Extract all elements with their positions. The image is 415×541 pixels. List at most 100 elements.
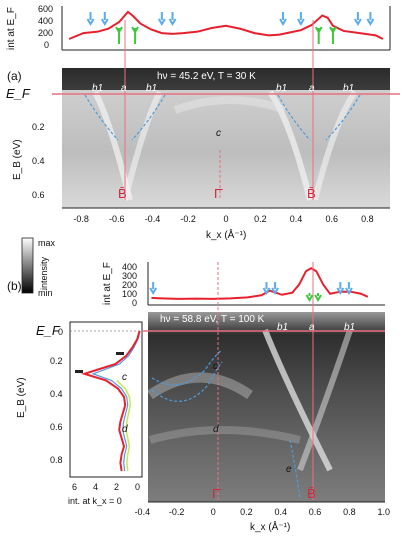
edc-fit	[116, 379, 131, 472]
edc-xtick: 0	[135, 482, 140, 492]
mdc-a-curve	[68, 10, 384, 40]
mdc-arrow	[115, 26, 123, 44]
xtick-b: 0.2	[240, 507, 253, 517]
xtick-a: 0.6	[325, 214, 338, 224]
band-label: b1	[146, 83, 157, 94]
ytick-b: 0.4	[50, 389, 63, 399]
colorbar	[21, 237, 34, 294]
mdc-arrow	[314, 293, 322, 302]
xtick-a: -0.4	[145, 214, 161, 224]
xticks-b: -0.4 -0.2 0 0.2 0.4 0.6 0.8 1.0	[135, 507, 390, 517]
point-label: B̄	[307, 486, 316, 501]
xtick-b: 0.4	[274, 507, 287, 517]
mdc-arrow	[271, 282, 279, 295]
xtick-b: -0.4	[135, 507, 151, 517]
mdc-arrow	[314, 26, 323, 44]
colorbar-min: min	[38, 288, 53, 298]
point-label: Γ̄	[212, 486, 221, 501]
mdc-arrow	[305, 293, 314, 302]
xtick-b: 0.8	[343, 507, 356, 517]
mdc-a-ytick: 0	[44, 40, 49, 50]
ytick-b: 0.8	[50, 455, 63, 465]
ef-label-a: E_F	[6, 86, 31, 101]
mdc-arrow	[131, 26, 139, 44]
ytick-b: 0.6	[50, 422, 63, 432]
mdc-b-ytick: 400	[122, 262, 137, 272]
mdc-arrow	[345, 282, 353, 295]
mdc-a-ytick: 600	[38, 4, 53, 14]
mdc-b-ytick: 0	[132, 298, 137, 308]
edc-xtick: 2	[114, 482, 119, 492]
panel-a-mdc: 600 400 200 0 int at E_F	[6, 4, 391, 51]
mdc-b-arrows	[149, 282, 353, 302]
xlabel-b: k_x (Å⁻¹)	[250, 520, 290, 533]
point-label: B̄	[118, 186, 127, 201]
mdc-b-ytick: 200	[122, 280, 137, 290]
point-label: B̄	[307, 186, 316, 201]
mdc-arrow	[297, 12, 305, 26]
mdc-arrow	[157, 12, 166, 26]
xtick-a: -0.2	[180, 214, 196, 224]
colorbar-max: max	[38, 238, 56, 248]
xtick-a: 0.2	[254, 214, 267, 224]
mdc-a-ylabel: int at E_F	[6, 7, 17, 50]
band-label: e	[286, 464, 292, 475]
mdc-arrow	[86, 12, 95, 26]
xtick-a: -0.6	[109, 214, 125, 224]
mdc-arrow	[100, 12, 109, 26]
band-label: b1	[277, 322, 288, 333]
mdc-a-ytick: 400	[38, 16, 53, 26]
edc-band-label: d	[122, 424, 128, 435]
edc-curve	[81, 330, 141, 472]
edc-xtick: 6	[72, 482, 77, 492]
xtick-b: -0.2	[169, 507, 185, 517]
xtick-b: 0.6	[309, 507, 322, 517]
edc-fit	[91, 330, 141, 472]
band-label: d	[213, 424, 219, 435]
panel-b-edc: c d E_F 0 0.2 0.4 0.6 0.8 E_B (eV) 6 4 2…	[16, 321, 143, 506]
edc-band-label: c	[122, 372, 127, 383]
mdc-arrow	[366, 12, 375, 26]
point-label: Γ̄	[214, 186, 223, 201]
xtick-a: -0.8	[73, 214, 89, 224]
panel-b-label: (b)	[7, 279, 22, 293]
band-label: b1	[344, 322, 355, 333]
band-label: c	[213, 361, 218, 372]
edc-xlabel: int. at k_x = 0	[68, 496, 122, 506]
panel-b-image: hν = 58.8 eV, T = 100 K b1 a b1 c d e Γ̄…	[143, 262, 385, 502]
mdc-arrow	[168, 12, 177, 26]
colorbar-label: intensity	[39, 256, 49, 290]
mdc-b-ytick: 300	[122, 271, 137, 281]
band-label: b1	[92, 83, 103, 94]
mdc-arrow	[354, 12, 362, 26]
ytick-b: 0.2	[50, 356, 63, 366]
params-a: hν = 45.2 eV, T = 30 K	[157, 71, 256, 82]
ytick-a: 0.6	[32, 190, 45, 200]
panel-a-label: (a)	[7, 69, 22, 83]
xtick-a: 0.8	[361, 214, 374, 224]
mdc-arrow	[336, 282, 345, 295]
band-label: b1	[276, 83, 287, 94]
mdc-arrow	[262, 282, 271, 295]
mdc-arrow	[279, 12, 287, 26]
params-b: hν = 58.8 eV, T = 100 K	[160, 314, 265, 325]
band-label: b1	[343, 83, 354, 94]
ytick-a: 0.2	[32, 122, 45, 132]
mdc-a-arrows	[86, 12, 375, 44]
xtick-a: 0.4	[290, 214, 303, 224]
edc-xtick: 4	[93, 482, 98, 492]
mdc-b-ytick: 100	[122, 289, 137, 299]
xtick-b: 1.0	[378, 507, 391, 517]
xtick-b: 0	[211, 507, 216, 517]
band-label: c	[216, 128, 221, 139]
mdc-b-ylabel: int at E_F	[102, 262, 113, 305]
mdc-arrow	[329, 26, 337, 44]
ylabel-a: E_B (eV)	[12, 139, 23, 180]
ef-label-b: E_F	[36, 323, 61, 338]
panel-a-image: b1 a b1 c b1 a b1 hν = 45.2 eV, T = 30 K…	[52, 20, 400, 208]
mdc-b-curve	[151, 266, 369, 300]
panel-b-mdc: 400 300 200 100 0 int at E_F	[102, 262, 385, 308]
band-label: a	[121, 83, 127, 94]
band-label: a	[309, 322, 315, 333]
